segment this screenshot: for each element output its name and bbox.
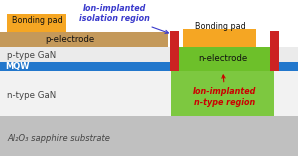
Bar — [270, 31, 279, 71]
Text: Ion-implanted
isolation region: Ion-implanted isolation region — [79, 4, 168, 33]
Text: n-type GaN: n-type GaN — [7, 91, 57, 100]
Text: MQW: MQW — [5, 62, 30, 71]
Text: Al₂O₃ sapphire substrate: Al₂O₃ sapphire substrate — [7, 134, 110, 143]
Bar — [174, 47, 271, 71]
Bar — [0, 116, 298, 156]
Text: n-electrode: n-electrode — [198, 54, 248, 63]
Bar — [183, 29, 256, 47]
Bar — [0, 47, 298, 62]
Bar — [0, 62, 298, 71]
Bar — [0, 32, 168, 47]
Bar — [0, 71, 298, 116]
Text: p-type GaN: p-type GaN — [7, 51, 57, 60]
Text: Bonding pad: Bonding pad — [12, 16, 63, 25]
Bar — [7, 14, 66, 32]
Bar — [170, 31, 179, 71]
Text: Ion-implanted
n-type region: Ion-implanted n-type region — [193, 75, 257, 107]
Text: Bonding pad: Bonding pad — [195, 22, 246, 31]
Bar — [171, 55, 274, 116]
Text: p-electrode: p-electrode — [45, 35, 95, 44]
